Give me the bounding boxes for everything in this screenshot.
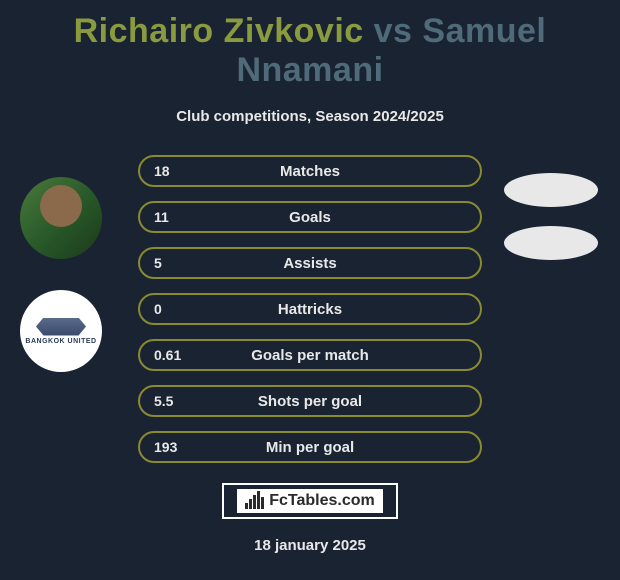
stat-value-left: 5: [154, 255, 162, 271]
stat-row-assists: 5 Assists: [138, 247, 482, 279]
stat-value-left: 0: [154, 301, 162, 317]
stat-value-left: 18: [154, 163, 170, 179]
branding-box: FcTables.com: [222, 483, 398, 519]
player1-club-badge: BANGKOK UNITED: [20, 290, 102, 372]
player2-avatar-placeholder: [504, 173, 598, 207]
chart-bar: [249, 499, 252, 509]
stat-label: Goals: [140, 209, 480, 226]
chart-icon: [245, 493, 264, 509]
branding-inner: FcTables.com: [237, 489, 383, 513]
date-text: 18 january 2025: [0, 537, 620, 554]
stat-label: Assists: [140, 255, 480, 272]
stat-label: Goals per match: [140, 347, 480, 364]
stat-row-hattricks: 0 Hattricks: [138, 293, 482, 325]
stats-column: 18 Matches 11 Goals 5 Assists 0 Hattrick…: [138, 155, 482, 463]
stat-row-mpg: 193 Min per goal: [138, 431, 482, 463]
chart-bar: [253, 495, 256, 509]
stat-value-left: 193: [154, 439, 177, 455]
stat-row-spg: 5.5 Shots per goal: [138, 385, 482, 417]
stat-row-goals: 11 Goals: [138, 201, 482, 233]
chart-bar: [245, 503, 248, 509]
page-title: Richairo Zivkovic vs Samuel Nnamani: [0, 0, 620, 90]
stat-label: Min per goal: [140, 439, 480, 456]
player2-club-placeholder: [504, 226, 598, 260]
chart-bar: [257, 491, 260, 509]
stat-row-matches: 18 Matches: [138, 155, 482, 187]
player1-avatar: [20, 177, 102, 259]
stat-value-left: 0.61: [154, 347, 181, 363]
stat-row-gpm: 0.61 Goals per match: [138, 339, 482, 371]
stat-value-left: 5.5: [154, 393, 173, 409]
stat-label: Hattricks: [140, 301, 480, 318]
club-badge-text: BANGKOK UNITED: [25, 338, 96, 345]
stat-label: Matches: [140, 163, 480, 180]
club-badge-icon: [36, 318, 86, 336]
stat-value-left: 11: [154, 209, 169, 225]
vs-text: vs: [374, 12, 413, 50]
branding-text: FcTables.com: [269, 492, 375, 510]
stat-label: Shots per goal: [140, 393, 480, 410]
subtitle: Club competitions, Season 2024/2025: [0, 108, 620, 125]
player1-name: Richairo Zivkovic: [74, 12, 364, 50]
chart-bar: [261, 497, 264, 509]
stats-content: BANGKOK UNITED 18 Matches 11 Goals 5 Ass…: [0, 155, 620, 463]
